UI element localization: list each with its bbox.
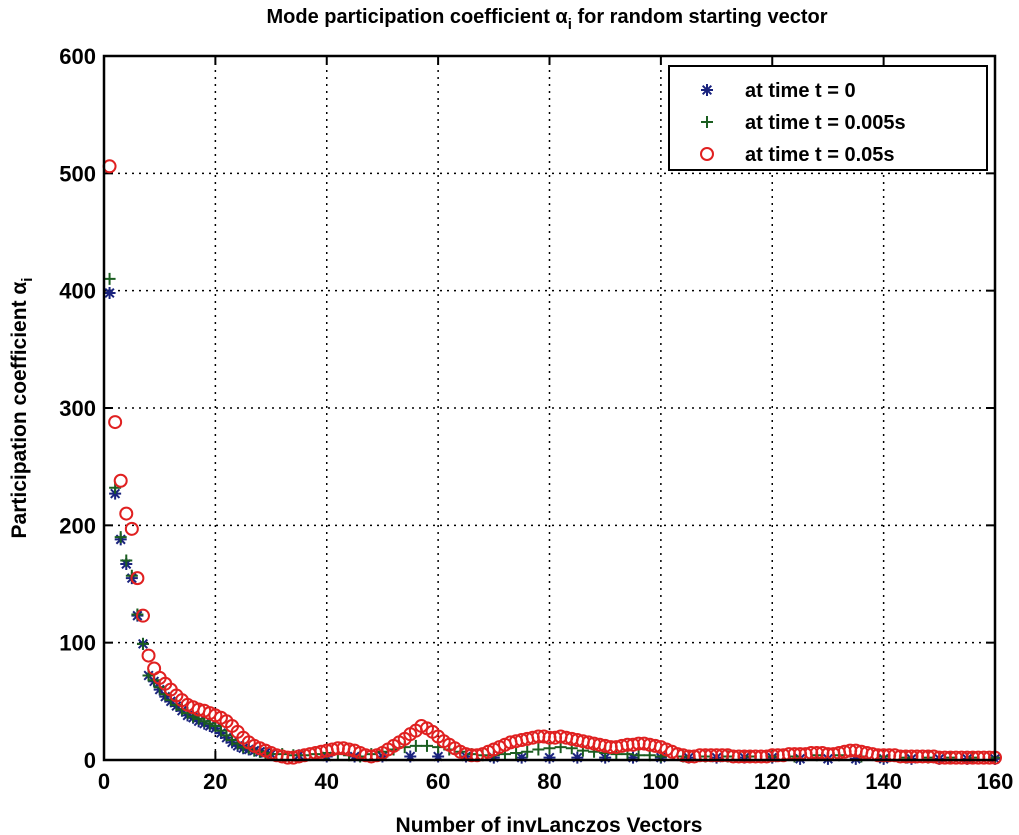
data-point — [432, 750, 445, 763]
y-tick-label: 100 — [59, 631, 96, 656]
x-tick-label: 20 — [203, 769, 227, 794]
data-points — [102, 159, 1002, 765]
data-point — [515, 751, 528, 764]
chart-title: Mode participation coefficient αi for ra… — [267, 6, 828, 33]
data-point — [119, 506, 134, 521]
y-axis-label-symbol: α — [8, 282, 31, 295]
data-point — [108, 415, 123, 430]
x-tick-label: 60 — [426, 769, 450, 794]
data-point — [420, 739, 433, 752]
x-tick-label: 100 — [643, 769, 680, 794]
legend: at time t = 0 at time t = 0.005s at time… — [668, 65, 988, 171]
data-point — [103, 287, 116, 300]
legend-label-t005: at time t = 0.05s — [745, 144, 895, 166]
legend-label-t0: at time t = 0 — [745, 80, 856, 102]
legend-marker-asterisk — [701, 84, 713, 96]
data-point — [124, 521, 139, 536]
legend-marker-circle — [700, 147, 714, 161]
y-tick-label: 0 — [84, 748, 96, 773]
data-point — [114, 531, 127, 544]
y-axis-label: Participation coefficient αi — [8, 278, 36, 539]
x-tick-label: 40 — [315, 769, 339, 794]
x-axis-label: Number of invLanczos Vectors — [396, 814, 703, 835]
data-point — [571, 751, 584, 764]
legend-marker-plus — [701, 116, 713, 128]
data-point — [510, 746, 523, 759]
data-point — [120, 554, 133, 567]
data-point — [409, 739, 422, 752]
y-axis-label-subscript: i — [19, 278, 36, 282]
data-point — [404, 750, 417, 763]
x-tick-label: 0 — [98, 769, 110, 794]
y-tick-label: 300 — [59, 396, 96, 421]
x-tick-label: 120 — [754, 769, 791, 794]
data-point — [130, 571, 145, 586]
chart-title-rest: for random starting vector — [572, 6, 828, 28]
data-point — [532, 743, 545, 756]
y-tick-label: 500 — [59, 161, 96, 186]
data-point — [627, 751, 640, 764]
y-tick-label: 400 — [59, 279, 96, 304]
chart-title-subscript: i — [568, 16, 572, 33]
grid-lines — [104, 56, 995, 760]
data-point — [141, 648, 156, 663]
x-tick-label: 160 — [977, 769, 1014, 794]
y-tick-label: 600 — [59, 44, 96, 69]
legend-markers — [700, 84, 714, 161]
chart-title-main: Mode participation coefficient — [267, 6, 556, 28]
legend-box — [668, 65, 988, 171]
legend-label-t0005: at time t = 0.005s — [745, 112, 906, 134]
data-point — [521, 745, 534, 758]
data-point — [136, 637, 149, 650]
y-axis-label-main: Participation coefficient — [8, 295, 31, 539]
chart-title-symbol: α — [555, 6, 568, 28]
plot-frame — [102, 54, 997, 762]
x-tick-label: 140 — [865, 769, 902, 794]
data-point — [135, 608, 150, 623]
data-point — [543, 751, 556, 764]
x-tick-label: 80 — [537, 769, 561, 794]
data-point — [113, 473, 128, 488]
series-circle — [102, 159, 1002, 765]
data-point — [103, 272, 116, 285]
y-tick-label: 200 — [59, 513, 96, 538]
